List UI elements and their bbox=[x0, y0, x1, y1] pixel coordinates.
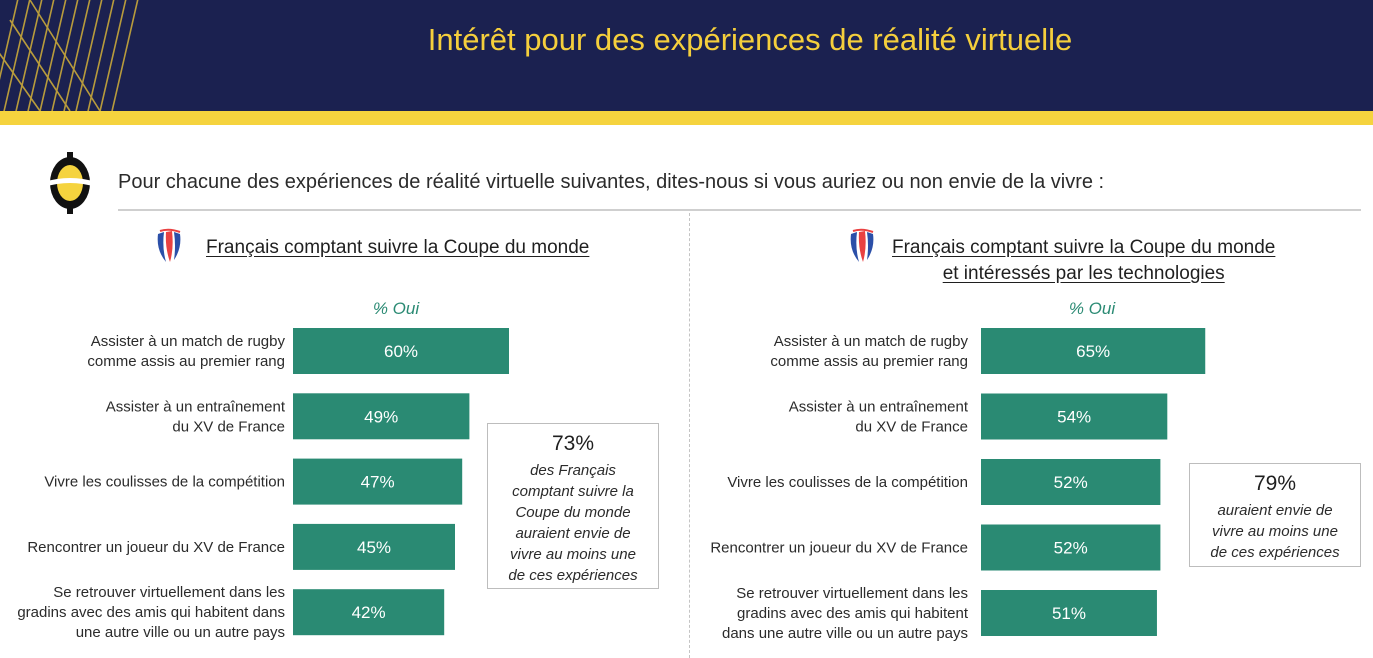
category-label-left-5: Se retrouver virtuellement dans les gradi… bbox=[17, 584, 285, 641]
yellow-accent-band bbox=[0, 111, 1373, 125]
callout-text-left-6: de ces expériences bbox=[508, 567, 638, 584]
chart-panel-left: Français comptant suivre la Coupe du mon… bbox=[17, 228, 659, 641]
callout-text-right-1: auraient envie de bbox=[1217, 502, 1333, 519]
bar-value-label-right-4: 52% bbox=[1054, 539, 1088, 558]
bar-value-label-right-2: 54% bbox=[1057, 408, 1091, 427]
callout-right: 79% auraient envie de vivre au moins une… bbox=[1189, 463, 1361, 567]
rugby-world-cup-logo-icon bbox=[850, 228, 874, 262]
panel-divider bbox=[689, 213, 690, 658]
chevron-pattern-decoration bbox=[0, 0, 139, 111]
category-label-right-4: Rencontrer un joueur du XV de France bbox=[710, 540, 968, 557]
page-title: Intérêt pour des expériences de réalité … bbox=[427, 22, 1073, 57]
category-label-right-5: Se retrouver virtuellement dans les gradi… bbox=[722, 585, 969, 642]
callout-value-right: 79% bbox=[1253, 472, 1297, 495]
bar-value-label-left-3: 47% bbox=[361, 473, 395, 492]
bar-chart-left: 60% Assister à un match de rugby comme ass… bbox=[17, 328, 509, 641]
bar-value-label-right-1: 65% bbox=[1076, 342, 1110, 361]
rugby-world-cup-logo-icon bbox=[157, 228, 181, 262]
ipsos-style-logo-icon bbox=[44, 152, 96, 214]
category-label-right-2: Assister à un entraînement du XV de Franc… bbox=[789, 399, 969, 436]
pct-yes-label-left: % Oui bbox=[372, 299, 420, 318]
category-label-left-1: Assister à un match de rugby comme assis … bbox=[87, 333, 285, 370]
bar-left-3 bbox=[293, 458, 463, 505]
bar-right-1 bbox=[981, 328, 1206, 374]
callout-left: 73% des Français comptant suivre la Coup… bbox=[487, 423, 659, 589]
bar-chart-right: 65% Assister à un match de rugby comme ass… bbox=[710, 328, 1206, 642]
bar-value-label-left-2: 49% bbox=[364, 407, 398, 426]
bar-value-label-left-5: 42% bbox=[352, 603, 386, 622]
bar-left-1 bbox=[293, 328, 509, 374]
bar-left-5 bbox=[293, 589, 445, 636]
bar-left-2 bbox=[293, 393, 470, 440]
bar-right-2 bbox=[981, 393, 1168, 440]
bar-right-4 bbox=[981, 524, 1161, 571]
callout-text-right-2: vivre au moins une bbox=[1212, 523, 1338, 540]
bar-left-4 bbox=[293, 523, 455, 570]
callout-text-right-3: de ces expériences bbox=[1210, 544, 1340, 561]
category-label-left-3: Vivre les coulisses de la compétition bbox=[44, 474, 285, 491]
survey-question: Pour chacune des expériences de réalité … bbox=[118, 171, 1105, 193]
segment-title-right-line-2: et intéressés par les technologies bbox=[942, 263, 1225, 284]
chart-panel-right: Français comptant suivre la Coupe du mon… bbox=[689, 0, 1373, 658]
callout-text-left-5: vivre au moins une bbox=[510, 546, 636, 563]
header-divider bbox=[118, 209, 1361, 211]
bar-value-label-right-3: 52% bbox=[1054, 473, 1088, 492]
callout-text-left-2: comptant suivre la bbox=[512, 483, 634, 500]
header-banner: Intérêt pour des expériences de réalité … bbox=[0, 0, 1373, 111]
bar-value-label-left-4: 45% bbox=[357, 538, 391, 557]
callout-text-left-3: Coupe du monde bbox=[515, 504, 631, 521]
bar-value-label-right-5: 51% bbox=[1052, 604, 1086, 623]
bar-value-label-left-1: 60% bbox=[384, 342, 418, 361]
category-label-left-2: Assister à un entraînement du XV de Franc… bbox=[106, 398, 286, 435]
category-label-right-3: Vivre les coulisses de la compétition bbox=[727, 474, 968, 491]
segment-title-right-line-1: Français comptant suivre la Coupe du mon… bbox=[892, 237, 1276, 258]
callout-text-left-4: auraient envie de bbox=[515, 525, 631, 542]
segment-title-right: Français comptant suivre la Coupe du mon… bbox=[892, 235, 1275, 287]
category-label-left-4: Rencontrer un joueur du XV de France bbox=[27, 539, 285, 556]
pct-yes-label-right: % Oui bbox=[1068, 299, 1116, 318]
bar-right-5 bbox=[981, 590, 1157, 636]
bar-right-3 bbox=[981, 459, 1161, 505]
callout-text-left-1: des Français bbox=[530, 462, 616, 479]
segment-title-left: Français comptant suivre la Coupe du mon… bbox=[206, 237, 590, 258]
callout-value-left: 73% bbox=[551, 432, 595, 455]
category-label-right-1: Assister à un match de rugby comme assis … bbox=[770, 333, 968, 370]
